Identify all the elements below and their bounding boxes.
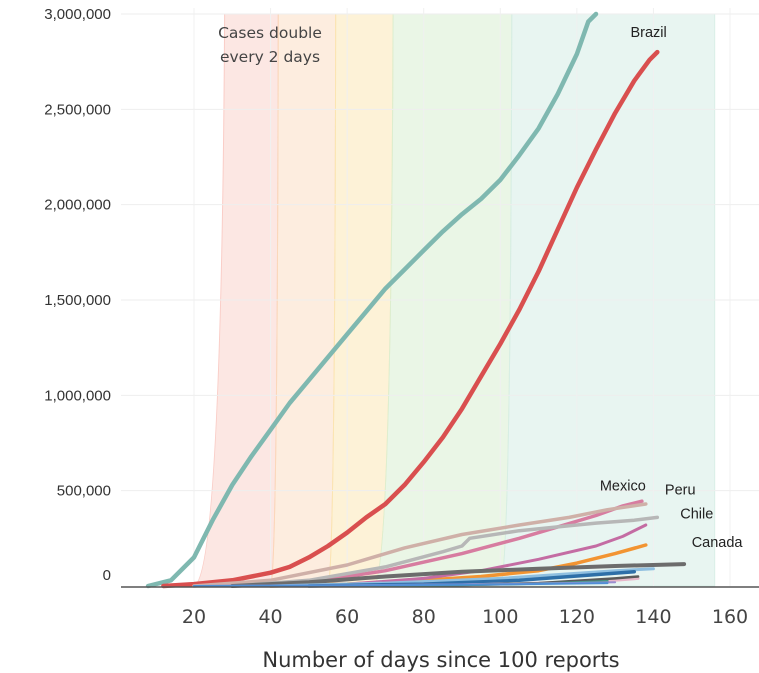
x-axis-label: Number of days since 100 reports (262, 648, 619, 672)
x-tick-label: 40 (258, 606, 282, 628)
series-line-15 (193, 582, 609, 587)
series-line-peru (192, 502, 648, 588)
y-tick-label: 2,000,000 (44, 197, 111, 214)
x-tick-label: 80 (412, 606, 436, 628)
annotation-line-1: Cases double (218, 24, 322, 42)
x-tick-label: 120 (559, 606, 595, 628)
series-labels: Brazil Mexico Peru Chile Canada (600, 25, 744, 551)
x-tick-label: 60 (335, 606, 359, 628)
y-tick-label: 0 (103, 567, 111, 584)
series-label-mexico: Mexico (600, 479, 646, 495)
series-line-brazil (161, 49, 660, 589)
y-tick-label: 500,000 (57, 483, 111, 500)
x-tick-label: 160 (712, 606, 748, 628)
x-tick-label: 140 (635, 606, 671, 628)
series-line-1 (145, 11, 599, 589)
y-tick-label: 3,000,000 (44, 6, 111, 23)
axis-ticks: 0 500,000 1,000,000 1,500,000 2,000,000 2,500… (44, 6, 748, 628)
series-label-canada: Canada (692, 535, 744, 551)
series-line-8 (230, 562, 687, 588)
series-label-brazil: Brazil (630, 25, 666, 41)
y-tick-label: 2,500,000 (44, 101, 111, 118)
series-label-peru: Peru (665, 482, 696, 498)
annotation-line-2: every 2 days (220, 48, 320, 66)
y-tick-label: 1,000,000 (44, 387, 111, 404)
y-tick-label: 1,500,000 (44, 292, 111, 309)
series-lines (145, 11, 687, 589)
series-label-chile: Chile (680, 506, 713, 522)
x-tick-label: 100 (482, 606, 518, 628)
series-line-chile (230, 515, 660, 588)
x-tick-label: 20 (182, 606, 206, 628)
